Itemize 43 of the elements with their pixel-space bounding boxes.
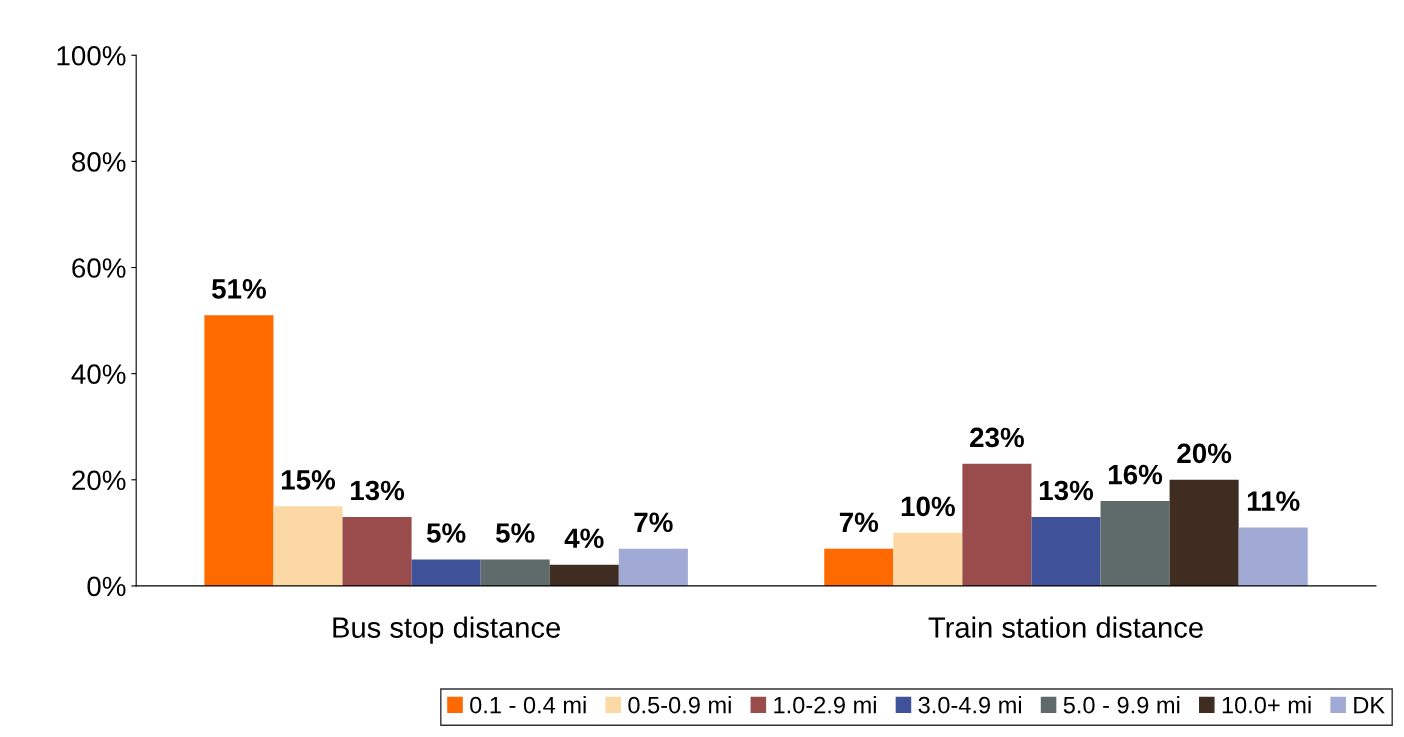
data-label: 11% <box>1247 491 1300 511</box>
legend-label: 1.0-2.9 mi <box>774 696 876 714</box>
x-tick-label: Bus stop distance <box>333 616 560 644</box>
legend-label: 0.1 - 0.4 mi <box>470 696 586 714</box>
bar <box>962 463 1032 586</box>
data-label: 16% <box>1109 464 1163 485</box>
data-label: 7% <box>839 512 879 533</box>
data-label: 10% <box>901 496 955 517</box>
data-label: 5% <box>495 523 535 543</box>
data-label: 5% <box>426 523 466 543</box>
bar <box>342 516 412 586</box>
data-label: 13% <box>1039 480 1094 501</box>
bar <box>824 548 894 586</box>
y-tick-label: 80% <box>72 152 126 172</box>
bar <box>1169 479 1239 586</box>
bar <box>618 548 688 586</box>
legend-label: 5.0 - 9.9 mi <box>1063 696 1180 714</box>
data-label: 13% <box>351 480 405 501</box>
x-tick-label: Train station distance <box>928 616 1203 638</box>
data-label: 23% <box>970 427 1024 448</box>
bar <box>549 564 619 586</box>
legend-label: 3.0-4.9 mi <box>918 696 1022 714</box>
y-tick-label: 0% <box>87 576 126 597</box>
bar <box>893 532 963 586</box>
data-label: 7% <box>634 512 673 533</box>
data-label: 15% <box>281 470 336 490</box>
bar <box>480 559 550 586</box>
legend-label: 10.0+ mi <box>1222 696 1311 714</box>
bar <box>1100 501 1170 586</box>
bar <box>1238 527 1308 586</box>
legend-label: 0.5-0.9 mi <box>628 696 731 714</box>
y-tick-label: 20% <box>72 470 126 491</box>
y-tick-label: 60% <box>72 258 126 278</box>
bar <box>273 506 343 586</box>
y-tick-label: 40% <box>71 364 126 384</box>
bar <box>204 315 274 586</box>
data-label: 4% <box>564 528 604 549</box>
data-label: 51% <box>211 279 266 299</box>
data-label: 20% <box>1177 443 1232 464</box>
y-tick-label: 100% <box>57 45 126 66</box>
bar <box>1031 516 1101 586</box>
legend-label: DK <box>1354 696 1385 714</box>
bar <box>411 559 481 586</box>
